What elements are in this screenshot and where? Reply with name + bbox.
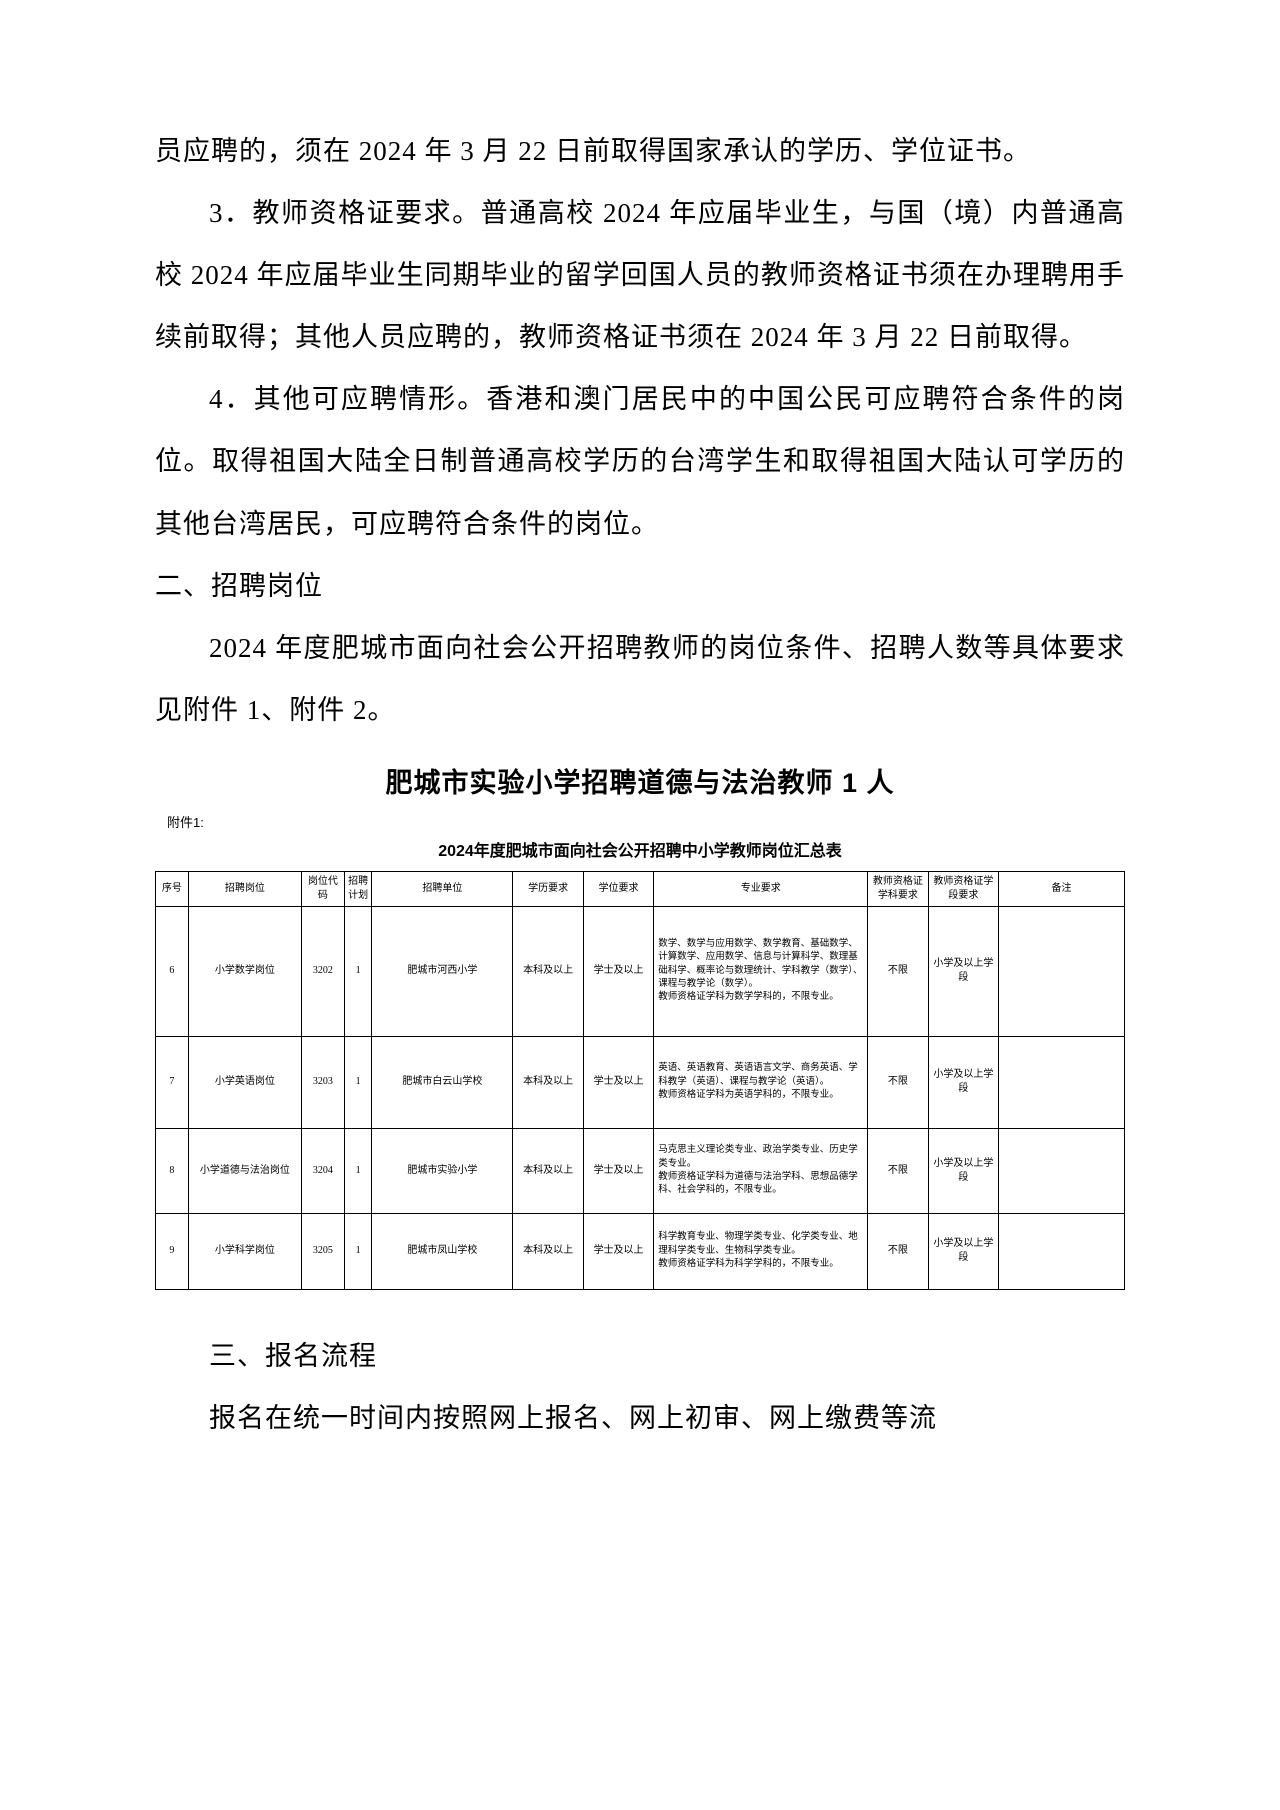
cell-plan: 1 xyxy=(344,1128,372,1213)
cell-cert-stage: 小学及以上学段 xyxy=(928,1128,998,1213)
cell-seq: 7 xyxy=(156,1036,189,1128)
section-heading-3: 三、报名流程 xyxy=(155,1325,1125,1387)
cell-unit: 肥城市白云山学校 xyxy=(372,1036,513,1128)
table-wrapper: 序号 招聘岗位 岗位代码 招聘计划 招聘单位 学历要求 学位要求 专业要求 教师… xyxy=(155,871,1125,1290)
th-cert-stage: 教师资格证学段要求 xyxy=(928,871,998,906)
cell-cert-subj: 不限 xyxy=(868,1036,928,1128)
th-major: 专业要求 xyxy=(654,871,868,906)
th-plan: 招聘计划 xyxy=(344,871,372,906)
cell-seq: 8 xyxy=(156,1128,189,1213)
cell-remark xyxy=(999,1128,1125,1213)
cell-remark xyxy=(999,1036,1125,1128)
paragraph-2: 3．教师资格证要求。普通高校 2024 年应届毕业生，与国（境）内普通高校 20… xyxy=(155,182,1125,368)
cell-major: 马克思主义理论类专业、政治学类专业、历史学类专业。教师资格证学科为道德与法治学科… xyxy=(654,1128,868,1213)
cell-cert-subj: 不限 xyxy=(868,906,928,1036)
th-edu: 学历要求 xyxy=(513,871,583,906)
cell-cert-stage: 小学及以上学段 xyxy=(928,1036,998,1128)
bold-heading: 肥城市实验小学招聘道德与法治教师 1 人 xyxy=(155,761,1125,800)
cell-seq: 9 xyxy=(156,1213,189,1289)
table-row: 9 小学科学岗位 3205 1 肥城市凤山学校 本科及以上 学士及以上 科学教育… xyxy=(156,1213,1125,1289)
paragraph-4: 2024 年度肥城市面向社会公开招聘教师的岗位条件、招聘人数等具体要求见附件 1… xyxy=(155,617,1125,741)
table-row: 8 小学道德与法治岗位 3204 1 肥城市实验小学 本科及以上 学士及以上 马… xyxy=(156,1128,1125,1213)
cell-degree: 学士及以上 xyxy=(583,1213,653,1289)
paragraph-5: 报名在统一时间内按照网上报名、网上初审、网上缴费等流 xyxy=(155,1387,1125,1449)
table-header-row: 序号 招聘岗位 岗位代码 招聘计划 招聘单位 学历要求 学位要求 专业要求 教师… xyxy=(156,871,1125,906)
cell-remark xyxy=(999,1213,1125,1289)
paragraph-3: 4．其他可应聘情形。香港和澳门居民中的中国公民可应聘符合条件的岗位。取得祖国大陆… xyxy=(155,368,1125,554)
cell-edu: 本科及以上 xyxy=(513,1213,583,1289)
th-cert-subj: 教师资格证学科要求 xyxy=(868,871,928,906)
cell-major: 数学、数学与应用数学、数学教育、基础数学、计算数学、应用数学、信息与计算科学、数… xyxy=(654,906,868,1036)
cell-unit: 肥城市河西小学 xyxy=(372,906,513,1036)
th-seq: 序号 xyxy=(156,871,189,906)
cell-plan: 1 xyxy=(344,1036,372,1128)
cell-position: 小学数学岗位 xyxy=(188,906,301,1036)
th-degree: 学位要求 xyxy=(583,871,653,906)
cell-position: 小学科学岗位 xyxy=(188,1213,301,1289)
cell-cert-subj: 不限 xyxy=(868,1213,928,1289)
th-unit: 招聘单位 xyxy=(372,871,513,906)
cell-edu: 本科及以上 xyxy=(513,906,583,1036)
cell-major: 科学教育专业、物理学类专业、化学类专业、地理科学类专业、生物科学类专业。教师资格… xyxy=(654,1213,868,1289)
cell-cert-subj: 不限 xyxy=(868,1128,928,1213)
cell-degree: 学士及以上 xyxy=(583,906,653,1036)
paragraph-1: 员应聘的，须在 2024 年 3 月 22 日前取得国家承认的学历、学位证书。 xyxy=(155,120,1125,182)
positions-table: 序号 招聘岗位 岗位代码 招聘计划 招聘单位 学历要求 学位要求 专业要求 教师… xyxy=(155,871,1125,1290)
cell-degree: 学士及以上 xyxy=(583,1036,653,1128)
table-title: 2024年度肥城市面向社会公开招聘中小学教师岗位汇总表 xyxy=(155,837,1125,861)
cell-code: 3202 xyxy=(301,906,344,1036)
cell-cert-stage: 小学及以上学段 xyxy=(928,1213,998,1289)
cell-major: 英语、英语教育、英语语言文学、商务英语、学科教学（英语）、课程与教学论（英语）。… xyxy=(654,1036,868,1128)
section-heading-2: 二、招聘岗位 xyxy=(155,555,1125,617)
cell-position: 小学英语岗位 xyxy=(188,1036,301,1128)
attachment-label: 附件1: xyxy=(167,812,1125,831)
cell-unit: 肥城市实验小学 xyxy=(372,1128,513,1213)
cell-edu: 本科及以上 xyxy=(513,1036,583,1128)
cell-degree: 学士及以上 xyxy=(583,1128,653,1213)
cell-code: 3204 xyxy=(301,1128,344,1213)
table-row: 7 小学英语岗位 3203 1 肥城市白云山学校 本科及以上 学士及以上 英语、… xyxy=(156,1036,1125,1128)
cell-edu: 本科及以上 xyxy=(513,1128,583,1213)
cell-cert-stage: 小学及以上学段 xyxy=(928,906,998,1036)
th-position: 招聘岗位 xyxy=(188,871,301,906)
cell-position: 小学道德与法治岗位 xyxy=(188,1128,301,1213)
cell-seq: 6 xyxy=(156,906,189,1036)
cell-code: 3205 xyxy=(301,1213,344,1289)
cell-plan: 1 xyxy=(344,1213,372,1289)
th-code: 岗位代码 xyxy=(301,871,344,906)
cell-plan: 1 xyxy=(344,906,372,1036)
table-row: 6 小学数学岗位 3202 1 肥城市河西小学 本科及以上 学士及以上 数学、数… xyxy=(156,906,1125,1036)
cell-code: 3203 xyxy=(301,1036,344,1128)
cell-remark xyxy=(999,906,1125,1036)
th-remark: 备注 xyxy=(999,871,1125,906)
cell-unit: 肥城市凤山学校 xyxy=(372,1213,513,1289)
